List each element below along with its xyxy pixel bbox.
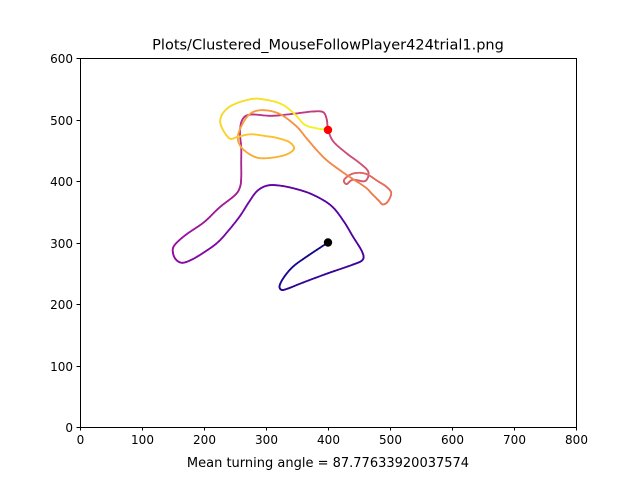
chart-title: Plots/Clustered_MouseFollowPlayer424tria…	[152, 38, 504, 54]
y-tick-label: 500	[50, 114, 73, 128]
plot-area	[171, 97, 393, 291]
x-tick-label: 700	[503, 433, 526, 447]
x-tick-label: 400	[317, 433, 340, 447]
y-tick-label: 200	[50, 298, 73, 312]
x-tick-label: 100	[131, 433, 154, 447]
x-tick-label: 500	[379, 433, 402, 447]
x-tick-label: 200	[193, 433, 216, 447]
x-tick-label: 800	[565, 433, 588, 447]
trajectory-line	[171, 97, 393, 291]
y-tick-label: 600	[50, 52, 73, 66]
start-point-marker	[323, 238, 333, 247]
y-tick-label: 0	[65, 421, 73, 435]
y-tick-label: 100	[50, 360, 73, 374]
x-axis-label: Mean turning angle = 87.77633920037574	[187, 456, 469, 471]
markers	[323, 125, 333, 247]
y-axis: 0 100 200 300 400 500 600	[50, 52, 80, 435]
x-tick-label: 300	[255, 433, 278, 447]
x-tick-label: 0	[77, 433, 85, 447]
y-tick-label: 300	[50, 237, 73, 251]
x-axis: 0 100 200 300 400 500 600 700 800	[77, 427, 588, 447]
x-tick-label: 600	[441, 433, 464, 447]
end-point-marker	[323, 125, 333, 135]
y-tick-label: 400	[50, 175, 73, 189]
